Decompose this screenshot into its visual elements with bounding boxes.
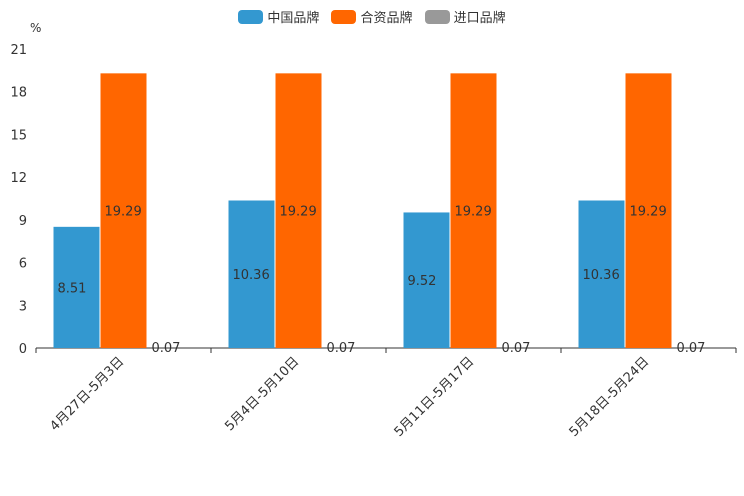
bar-3-0 <box>578 200 625 348</box>
data-label-1-2: 0.07 <box>327 341 356 356</box>
y-tick-label-5: 15 <box>10 128 27 143</box>
legend-item-joint-venture[interactable]: 合资品牌 <box>331 7 413 26</box>
data-label-0-2: 0.07 <box>152 341 181 356</box>
y-axis-unit: % <box>30 21 42 35</box>
x-category-label-0: 4月27日-5月3日 <box>47 354 127 434</box>
bar-2-0 <box>403 212 450 348</box>
bar-3-1 <box>625 73 672 349</box>
y-tick-label-6: 18 <box>10 86 27 101</box>
data-label-3-0: 10.36 <box>583 268 620 283</box>
bar-0-2 <box>147 347 194 348</box>
bar-1-0 <box>228 200 275 348</box>
bar-0-0 <box>53 226 100 348</box>
bar-2-2 <box>497 347 544 348</box>
legend: 中国品牌 合资品牌 进口品牌 <box>0 7 744 26</box>
y-tick-label-4: 12 <box>10 171 27 186</box>
legend-swatch-china-brand <box>238 9 264 24</box>
y-tick-label-2: 6 <box>19 257 27 272</box>
bar-0-1 <box>100 73 147 349</box>
legend-swatch-imported <box>424 9 450 24</box>
bar-3-2 <box>672 347 719 348</box>
y-tick-label-1: 3 <box>19 299 27 314</box>
data-label-2-0: 9.52 <box>408 274 437 289</box>
data-label-0-1: 19.29 <box>105 205 142 220</box>
legend-label-imported: 进口品牌 <box>453 11 506 26</box>
data-label-1-1: 19.29 <box>280 205 317 220</box>
x-category-label-1: 5月4日-5月10日 <box>222 354 302 434</box>
data-label-2-2: 0.07 <box>502 341 531 356</box>
legend-item-imported[interactable]: 进口品牌 <box>424 7 506 26</box>
data-label-3-1: 19.29 <box>630 205 667 220</box>
legend-item-china-brand[interactable]: 中国品牌 <box>238 7 319 26</box>
data-label-0-0: 8.51 <box>58 281 87 296</box>
bar-1-1 <box>275 73 322 349</box>
data-label-3-2: 0.07 <box>677 341 706 356</box>
x-category-label-3: 5月18日-5月24日 <box>567 354 653 440</box>
y-tick-label-0: 0 <box>19 342 27 357</box>
data-label-2-1: 19.29 <box>455 205 492 220</box>
bar-2-1 <box>450 73 497 349</box>
x-category-label-2: 5月11日-5月17日 <box>392 354 478 440</box>
legend-label-joint-venture: 合资品牌 <box>360 11 413 26</box>
bar-1-2 <box>322 347 369 348</box>
y-tick-label-7: 21 <box>10 43 27 58</box>
legend-swatch-joint-venture <box>331 9 357 24</box>
legend-label-china-brand: 中国品牌 <box>267 11 320 26</box>
data-label-1-0: 10.36 <box>233 268 270 283</box>
y-tick-label-3: 9 <box>19 214 27 229</box>
